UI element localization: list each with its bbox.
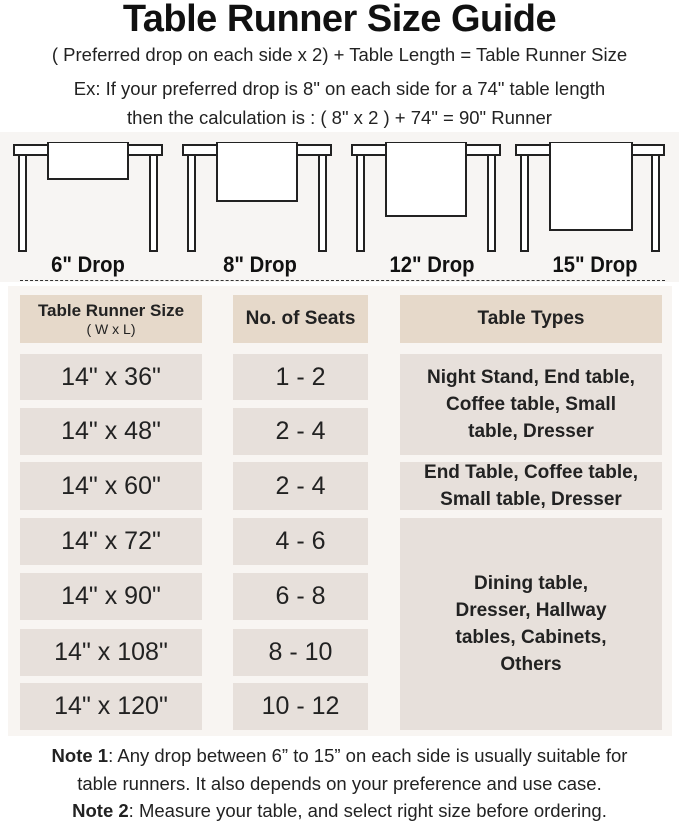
seats-cell: 10 - 12 [233,683,368,730]
header-size-sub: ( W x L) [86,321,136,337]
size-cell: 14" x 36" [20,354,202,400]
size-cell: 14" x 48" [20,408,202,455]
note-1-cont: table runners. It also depends on your p… [77,773,602,794]
seats-cell: 6 - 8 [233,573,368,620]
size-cell: 14" x 120" [20,683,202,730]
table-illustration-12in [351,142,503,252]
note-1-label: Note 1 [51,745,109,766]
note-2: Note 2: Measure your table, and select r… [0,800,679,822]
seats-cell: 2 - 4 [233,462,368,510]
types-cell: End Table, Coffee table, Small table, Dr… [400,462,662,510]
formula-text: ( Preferred drop on each side x 2) + Tab… [51,44,628,65]
size-cell: 14" x 60" [20,462,202,510]
seats-cell: 8 - 10 [233,629,368,676]
seats-cell: 4 - 6 [233,518,368,565]
header-size-label: Table Runner Size [37,301,185,320]
seats-cell: 2 - 4 [233,408,368,455]
page-title: Table Runner Size Guide [122,0,557,40]
table-illustration-15in [515,142,667,252]
table-illustration-6in [13,142,165,252]
note-2-label: Note 2 [72,800,129,821]
header-types-label: Table Types [477,308,585,329]
size-cell: 14" x 72" [20,518,202,565]
header-size: Table Runner Size ( W x L) [20,295,202,343]
types-cell: Night Stand, End table, Coffee table, Sm… [400,354,662,455]
header-types: Table Types [400,295,662,343]
size-cell: 14" x 90" [20,573,202,620]
size-cell: 14" x 108" [20,629,202,676]
example-line-2: then the calculation is : ( 8" x 2 ) + 7… [127,107,552,128]
note-1: Note 1: Any drop between 6” to 15” on ea… [0,745,679,767]
drop-label: 8" Drop [223,252,297,277]
example-line-1: Ex: If your preferred drop is 8" on each… [73,78,606,99]
seats-cell: 1 - 2 [233,354,368,400]
drop-illustrations [0,132,679,282]
drop-label: 15" Drop [552,252,638,277]
note-2-text: : Measure your table, and select right s… [128,800,607,821]
note-1-text: : Any drop between 6” to 15” on each sid… [108,745,628,766]
divider [20,280,665,281]
drop-label: 12" Drop [389,252,475,277]
drop-label: 6" Drop [51,252,125,277]
types-cell: Dining table, Dresser, Hallway tables, C… [400,518,662,730]
header-seats: No. of Seats [233,295,368,343]
table-illustration-8in [182,142,334,252]
